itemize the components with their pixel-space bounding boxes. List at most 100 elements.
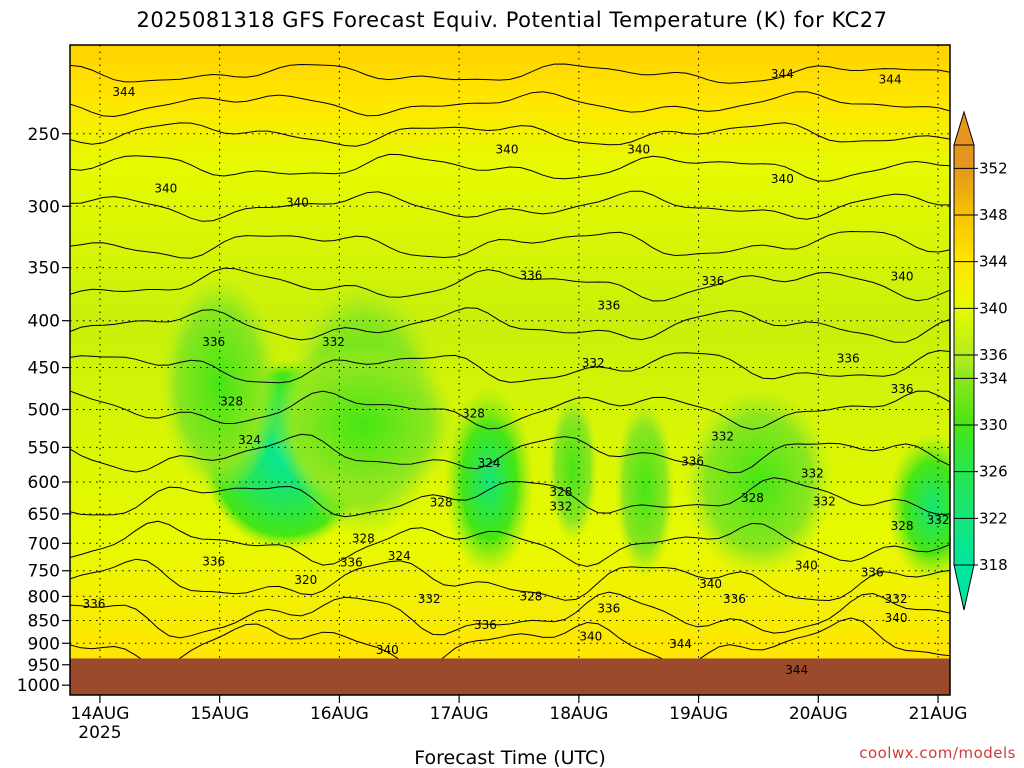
field-region-5 [547, 393, 598, 544]
colorbar-label: 326 [979, 463, 1008, 481]
contour-label: 340 [579, 630, 602, 644]
contour-label: 328 [549, 485, 572, 499]
contour-label: 336 [202, 335, 225, 349]
contour-line-0 [70, 63, 950, 84]
contour-label: 328 [352, 532, 375, 546]
contour-line-2 [70, 122, 950, 147]
contour-label: 344 [669, 637, 692, 651]
contour-label: 336 [837, 352, 860, 366]
contour-label: 332 [418, 592, 441, 606]
contour-label: 328 [891, 519, 914, 533]
contour-label: 332 [801, 466, 824, 480]
contour-label: 328 [741, 491, 764, 505]
field-region-7 [887, 432, 950, 583]
field-region-1 [159, 274, 280, 495]
x-tick-year-label: 2025 [78, 723, 121, 743]
colorbar-max-arrow [953, 110, 975, 146]
colorbar-label: 344 [979, 253, 1008, 271]
contour-label: 328 [519, 589, 542, 603]
contour-line-15 [70, 617, 950, 659]
contour-label: 340 [376, 643, 399, 657]
x-tick-label: 19AUG [669, 704, 728, 724]
contour-label: 336 [474, 618, 497, 632]
contour-label: 344 [771, 67, 794, 81]
y-tick-label: 900 [28, 634, 60, 654]
grid-lines [70, 45, 950, 659]
y-tick-label: 250 [28, 125, 60, 145]
contour-lines [70, 63, 950, 659]
contour-label: 344 [785, 663, 808, 677]
x-tick-label: 14AUG [70, 704, 129, 724]
field-region-4 [614, 398, 675, 579]
contour-label: 340 [154, 182, 177, 196]
contour-label: 336 [202, 555, 225, 569]
contour-line-8 [70, 349, 950, 384]
contour-line-5 [70, 230, 950, 259]
contour-label: 340 [286, 195, 309, 209]
contour-line-9 [70, 390, 950, 430]
plot-frame [69, 44, 951, 696]
contour-line-3 [70, 153, 950, 182]
x-tick-label: 21AUG [909, 704, 968, 724]
x-tick-label: 16AUG [310, 704, 369, 724]
pressure-axis: 2503003504004505005506006507007508008509… [17, 125, 70, 696]
y-tick-label: 300 [28, 197, 60, 217]
x-tick-label: 17AUG [430, 704, 489, 724]
x-axis-label: Forecast Time (UTC) [414, 747, 605, 768]
y-tick-label: 600 [28, 473, 60, 493]
contour-label: 324 [388, 549, 411, 563]
contour-line-7 [70, 307, 950, 343]
contour-label: 336 [597, 299, 620, 313]
contour-label: 336 [519, 268, 542, 282]
colorbar-label: 340 [979, 299, 1008, 317]
y-tick-label: 700 [28, 534, 60, 554]
colorbar-label: 348 [979, 206, 1008, 224]
contour-label: 340 [795, 558, 818, 572]
contour-line-10 [70, 433, 950, 474]
contour-label: 336 [723, 592, 746, 606]
y-tick-label: 350 [28, 259, 60, 279]
y-tick-label: 750 [28, 562, 60, 582]
contour-label: 336 [681, 455, 704, 469]
colorbar-label: 352 [979, 159, 1008, 177]
contour-label: 340 [699, 577, 722, 591]
contour-label: 340 [885, 611, 908, 625]
contour-label: 332 [813, 494, 836, 508]
field-region-8 [268, 345, 459, 506]
contour-label: 344 [112, 85, 135, 99]
contour-label: 324 [478, 456, 501, 470]
y-tick-label: 950 [28, 656, 60, 676]
colorbar-label: 334 [979, 369, 1008, 387]
contour-line-12 [70, 520, 950, 568]
contour-label: 332 [549, 499, 572, 513]
contour-label: 328 [430, 496, 453, 510]
x-tick-label: 20AUG [789, 704, 848, 724]
contour-label: 336 [891, 382, 914, 396]
field-region-3 [444, 386, 535, 577]
contour-line-14 [70, 591, 950, 639]
source-credit: coolwx.com/models [859, 744, 1016, 762]
field-region-6 [683, 386, 834, 577]
contour-label: 332 [885, 592, 908, 606]
y-tick-label: 550 [28, 438, 60, 458]
y-tick-label: 800 [28, 587, 60, 607]
x-tick-label: 18AUG [549, 704, 608, 724]
chart-title: 2025081318 GFS Forecast Equiv. Potential… [136, 8, 888, 32]
contour-label: 328 [220, 394, 243, 408]
contour-label: 344 [879, 72, 902, 86]
theta-e-field [70, 45, 950, 659]
colorbar-label: 318 [979, 556, 1008, 574]
y-tick-label: 450 [28, 359, 60, 379]
contour-label: 336 [82, 597, 105, 611]
colorbar-label: 330 [979, 416, 1008, 434]
y-tick-label: 1000 [17, 676, 60, 696]
contour-label: 336 [701, 274, 724, 288]
contour-label: 340 [891, 270, 914, 284]
contour-label: 340 [771, 172, 794, 186]
contour-line-11 [70, 477, 950, 518]
contour-label: 336 [340, 556, 363, 570]
contour-line-4 [70, 190, 950, 222]
